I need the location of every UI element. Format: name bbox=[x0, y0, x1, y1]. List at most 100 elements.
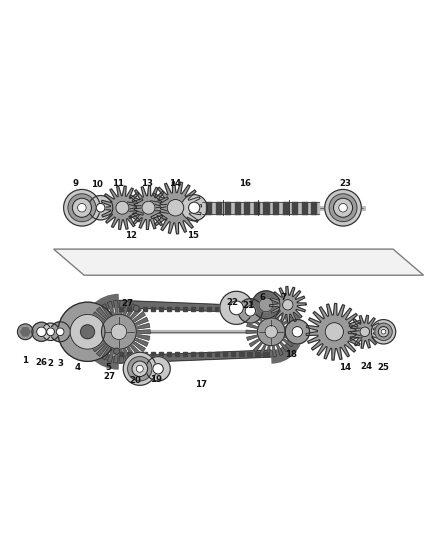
Wedge shape bbox=[266, 332, 271, 357]
Bar bbox=[247, 352, 251, 356]
Circle shape bbox=[132, 361, 148, 377]
Circle shape bbox=[220, 292, 253, 325]
Wedge shape bbox=[271, 332, 289, 352]
Wedge shape bbox=[119, 332, 150, 341]
Bar bbox=[207, 352, 212, 356]
Circle shape bbox=[42, 323, 59, 341]
Wedge shape bbox=[271, 332, 293, 347]
Wedge shape bbox=[259, 308, 271, 332]
Wedge shape bbox=[254, 312, 271, 332]
Text: 25: 25 bbox=[378, 363, 389, 372]
Wedge shape bbox=[271, 330, 297, 334]
Text: 27: 27 bbox=[121, 299, 134, 308]
Text: 23: 23 bbox=[339, 179, 351, 188]
Circle shape bbox=[153, 364, 163, 374]
Circle shape bbox=[230, 301, 244, 315]
Bar bbox=[239, 352, 244, 356]
Text: 5: 5 bbox=[105, 363, 111, 372]
Circle shape bbox=[329, 194, 357, 222]
Bar bbox=[135, 308, 139, 311]
Text: 24: 24 bbox=[360, 362, 372, 371]
Polygon shape bbox=[127, 186, 170, 230]
Bar bbox=[175, 352, 180, 356]
Wedge shape bbox=[271, 323, 296, 332]
Text: 2: 2 bbox=[48, 359, 53, 368]
Circle shape bbox=[47, 328, 54, 336]
Wedge shape bbox=[119, 329, 150, 334]
Wedge shape bbox=[89, 317, 119, 332]
Circle shape bbox=[142, 201, 155, 214]
Bar bbox=[263, 352, 268, 356]
Bar bbox=[215, 352, 219, 356]
Circle shape bbox=[72, 198, 92, 217]
Wedge shape bbox=[113, 301, 119, 332]
Bar bbox=[223, 308, 227, 311]
Text: 14: 14 bbox=[169, 179, 180, 188]
Wedge shape bbox=[271, 308, 283, 332]
Circle shape bbox=[245, 305, 255, 316]
Wedge shape bbox=[271, 306, 276, 332]
Wedge shape bbox=[113, 332, 119, 363]
Text: 9: 9 bbox=[72, 179, 78, 188]
Wedge shape bbox=[119, 332, 145, 352]
Bar bbox=[199, 308, 203, 311]
Circle shape bbox=[258, 318, 285, 346]
Bar bbox=[159, 352, 163, 356]
Circle shape bbox=[292, 327, 303, 337]
Text: 14: 14 bbox=[339, 363, 351, 372]
Circle shape bbox=[127, 357, 152, 381]
Wedge shape bbox=[88, 329, 119, 334]
Circle shape bbox=[56, 328, 64, 336]
Circle shape bbox=[325, 189, 361, 226]
Circle shape bbox=[238, 298, 262, 323]
Bar bbox=[119, 352, 123, 356]
Bar bbox=[247, 308, 251, 311]
Wedge shape bbox=[119, 332, 141, 357]
Circle shape bbox=[167, 199, 184, 216]
Bar bbox=[159, 308, 163, 311]
Wedge shape bbox=[271, 312, 289, 332]
Wedge shape bbox=[119, 307, 141, 332]
Wedge shape bbox=[247, 323, 271, 332]
Text: 3: 3 bbox=[57, 359, 63, 368]
Circle shape bbox=[18, 324, 33, 340]
Circle shape bbox=[283, 300, 293, 310]
Bar bbox=[263, 308, 268, 311]
Circle shape bbox=[81, 325, 95, 339]
Polygon shape bbox=[21, 328, 30, 336]
Circle shape bbox=[188, 202, 200, 213]
Wedge shape bbox=[119, 332, 124, 363]
Wedge shape bbox=[271, 332, 276, 357]
Circle shape bbox=[146, 357, 170, 381]
Text: 15: 15 bbox=[187, 231, 199, 240]
Wedge shape bbox=[101, 304, 119, 332]
Wedge shape bbox=[119, 332, 148, 346]
Text: 26: 26 bbox=[35, 358, 47, 367]
Wedge shape bbox=[247, 332, 271, 341]
Circle shape bbox=[360, 327, 370, 336]
Polygon shape bbox=[53, 249, 424, 275]
Polygon shape bbox=[119, 350, 271, 363]
Bar bbox=[167, 308, 171, 311]
Polygon shape bbox=[306, 303, 363, 360]
Circle shape bbox=[32, 322, 51, 341]
Wedge shape bbox=[89, 332, 119, 346]
Bar bbox=[151, 352, 155, 356]
Circle shape bbox=[333, 198, 353, 217]
Text: 18: 18 bbox=[285, 350, 297, 359]
Wedge shape bbox=[119, 312, 145, 332]
Polygon shape bbox=[119, 301, 271, 313]
Circle shape bbox=[50, 322, 70, 342]
Circle shape bbox=[259, 298, 273, 312]
Circle shape bbox=[58, 302, 117, 361]
Bar bbox=[175, 308, 180, 311]
Bar bbox=[143, 352, 147, 356]
Wedge shape bbox=[249, 317, 271, 332]
Bar bbox=[127, 308, 131, 311]
Circle shape bbox=[114, 348, 120, 354]
Circle shape bbox=[123, 352, 156, 385]
Circle shape bbox=[102, 314, 136, 349]
Bar bbox=[199, 352, 203, 356]
Circle shape bbox=[64, 189, 100, 226]
Wedge shape bbox=[92, 312, 119, 332]
